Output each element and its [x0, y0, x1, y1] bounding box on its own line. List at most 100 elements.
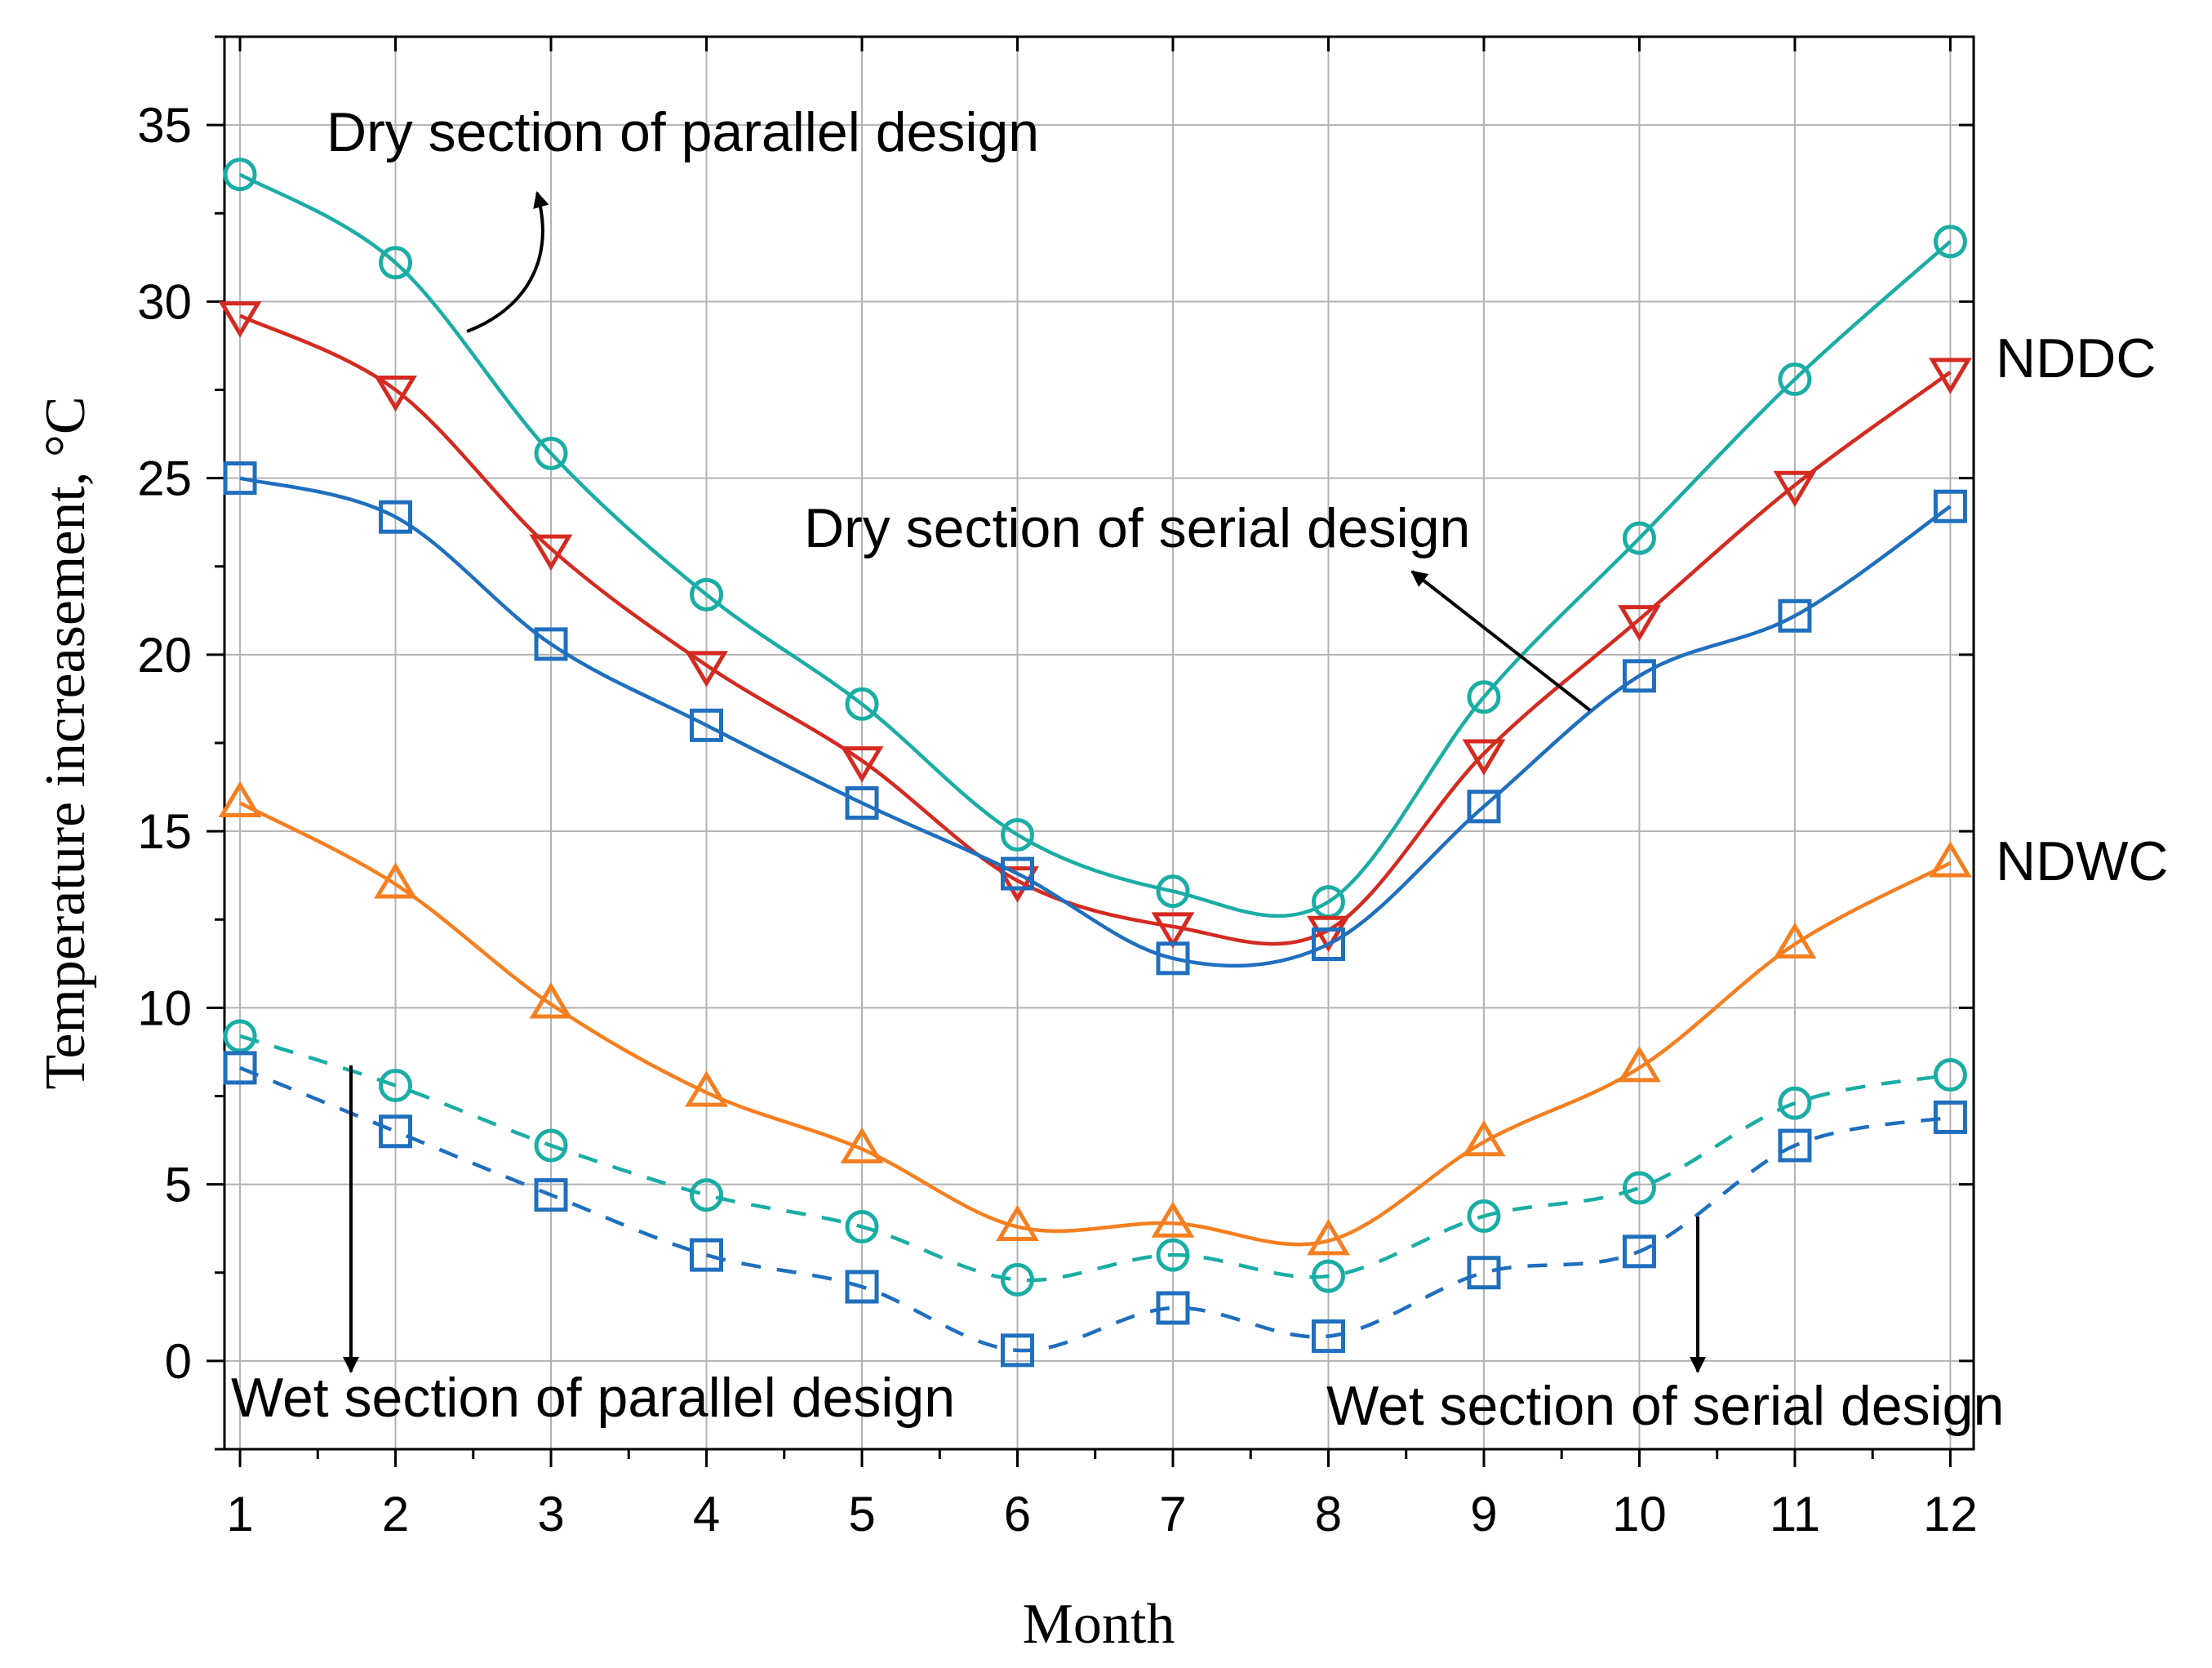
- square-marker: [690, 708, 724, 742]
- triangle-up-marker: [1773, 922, 1817, 959]
- triangle-down-marker: [1307, 915, 1350, 953]
- x-tick-label: 6: [1004, 1487, 1031, 1541]
- triangle-up-marker: [1151, 1201, 1195, 1238]
- circle-marker: [1933, 225, 1967, 259]
- triangle-down-marker: [996, 866, 1039, 903]
- circle-marker: [845, 687, 879, 721]
- triangle-up-marker: [374, 862, 417, 899]
- x-tick-label: 2: [382, 1487, 409, 1541]
- triangle-down-marker: [1929, 358, 1972, 394]
- plot-frame: [223, 35, 1975, 1451]
- y-tick-label: 30: [137, 274, 192, 329]
- x-tick-label: 8: [1315, 1487, 1342, 1541]
- series-line: [239, 801, 1952, 1247]
- circle-marker: [534, 1128, 568, 1163]
- triangle-down-marker: [218, 301, 262, 338]
- x-tick-label: 5: [848, 1487, 875, 1541]
- series-line: [239, 1034, 1951, 1283]
- square-marker: [223, 461, 257, 496]
- triangle-down-marker: [374, 376, 417, 412]
- series-line: [239, 314, 1952, 946]
- triangle-down-marker: [1618, 605, 1661, 642]
- circle-marker: [223, 158, 257, 192]
- series-6: [223, 1051, 1967, 1368]
- y-tick-label: 25: [137, 451, 192, 506]
- square-marker: [379, 500, 413, 534]
- y-tick-label: 20: [137, 628, 192, 683]
- triangle-down-marker: [840, 746, 884, 783]
- series-line: [238, 172, 1952, 919]
- series-line: [239, 476, 1952, 968]
- x-tick-label: 11: [1770, 1487, 1820, 1541]
- circle-marker: [1156, 1238, 1190, 1272]
- series-line: [239, 1065, 1951, 1353]
- triangle-up-marker: [218, 781, 262, 818]
- series-1: [223, 158, 1967, 919]
- circle-marker: [1467, 1199, 1501, 1234]
- circle-marker: [1467, 680, 1501, 714]
- circle-marker: [1778, 1086, 1812, 1120]
- triangle-down-marker: [1462, 739, 1506, 776]
- circle-marker: [1622, 521, 1656, 555]
- circle-marker: [223, 1019, 257, 1053]
- x-tick-label: 3: [537, 1487, 564, 1541]
- circle-marker: [1000, 817, 1034, 852]
- grid-lines: [224, 37, 1974, 1449]
- triangle-up-marker: [1307, 1218, 1350, 1256]
- triangle-up-marker: [685, 1070, 728, 1107]
- square-marker: [1778, 598, 1812, 633]
- triangle-down-marker: [1773, 470, 1817, 508]
- square-marker: [1933, 1100, 1967, 1134]
- triangle-up-marker: [529, 982, 573, 1019]
- circle-marker: [1000, 1262, 1034, 1297]
- square-marker: [1778, 1128, 1812, 1163]
- series-2: [218, 301, 1972, 953]
- circle-marker: [845, 1210, 879, 1244]
- axis-ticks: [207, 35, 1974, 1467]
- circle-marker: [534, 436, 568, 470]
- annotation-wet-parallel: Wet section of parallel design: [231, 1367, 955, 1429]
- triangle-up-marker: [840, 1127, 884, 1163]
- square-marker: [1000, 856, 1034, 891]
- x-tick-label: 10: [1612, 1487, 1667, 1541]
- series-5: [223, 1019, 1967, 1297]
- square-marker: [845, 1270, 879, 1304]
- square-marker: [379, 1114, 413, 1149]
- circle-marker: [690, 577, 724, 612]
- x-tick-label: 1: [226, 1487, 253, 1541]
- x-axis-title: Month: [1023, 1593, 1175, 1656]
- circle-marker: [379, 1069, 413, 1103]
- circle-marker: [1622, 1171, 1656, 1205]
- dry-serial-arrow: [1410, 570, 1592, 712]
- square-marker: [1467, 1256, 1501, 1290]
- y-tick-label: 15: [137, 804, 192, 859]
- annotation-ndwc: NDWC: [1996, 830, 2169, 892]
- annotation-dry-parallel: Dry section of parallel design: [326, 101, 1039, 163]
- annotation-dry-serial: Dry section of serial design: [804, 497, 1470, 559]
- x-tick-labels: 1 2 3 4 5 6 7 8 9 10 11 12: [226, 1487, 1977, 1541]
- square-marker: [1000, 1333, 1034, 1368]
- square-marker: [1311, 1319, 1345, 1354]
- square-marker: [1311, 927, 1345, 962]
- circle-marker: [1778, 363, 1812, 397]
- triangle-up-marker: [1462, 1119, 1506, 1157]
- square-marker: [1156, 1291, 1190, 1325]
- x-tick-label: 9: [1470, 1487, 1497, 1541]
- series-3: [223, 461, 1967, 976]
- triangle-up-marker: [996, 1204, 1039, 1242]
- annotation-wet-serial: Wet section of serial design: [1326, 1375, 2004, 1437]
- y-tick-label: 0: [165, 1334, 192, 1389]
- square-marker: [1467, 790, 1501, 824]
- square-marker: [1933, 489, 1967, 523]
- triangle-down-marker: [685, 651, 728, 687]
- square-marker: [534, 1178, 568, 1212]
- circle-marker: [690, 1178, 724, 1212]
- square-marker: [845, 786, 879, 821]
- circle-marker: [1933, 1058, 1967, 1092]
- x-tick-label: 7: [1159, 1487, 1186, 1541]
- circle-marker: [1156, 874, 1190, 909]
- square-marker: [690, 1238, 724, 1272]
- y-tick-labels: 0 5 10 15 20 25 30 35: [137, 98, 192, 1389]
- square-marker: [223, 1051, 257, 1085]
